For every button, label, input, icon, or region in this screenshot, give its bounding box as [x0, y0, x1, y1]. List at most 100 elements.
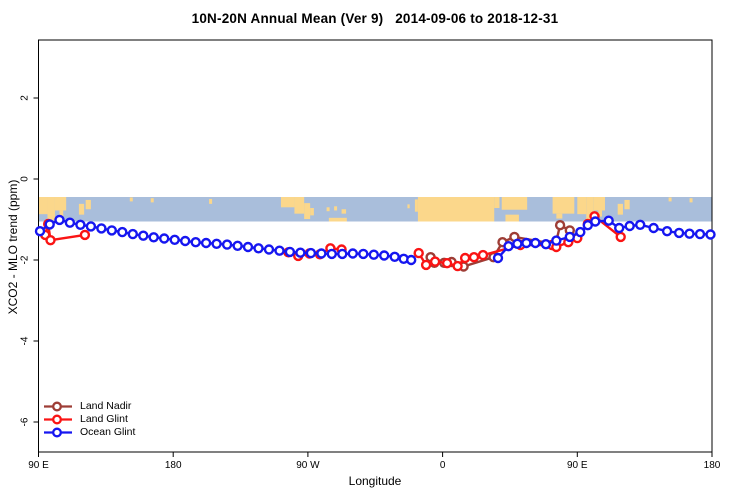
x-tick-label: 90 E [567, 460, 588, 471]
data-point-ocean-glint [200, 237, 212, 249]
x-tick-label: 180 [704, 460, 721, 471]
data-point-ocean-glint [326, 248, 337, 260]
x-tick-label: 90 W [296, 460, 320, 471]
data-point-ocean-glint [117, 226, 128, 238]
y-tick-label: -2 [20, 255, 31, 264]
map-band-land-patch [577, 197, 587, 215]
data-point-ocean-glint [316, 248, 327, 259]
map-band-land-patch [598, 210, 602, 217]
legend: Land Nadir Land Glint Ocean Glint [43, 400, 135, 439]
data-point-land-glint [429, 256, 441, 267]
data-point-ocean-glint [169, 234, 180, 246]
x-tick-label: 0 [440, 460, 446, 471]
legend-label: Ocean Glint [80, 426, 136, 438]
data-point-ocean-glint [575, 226, 586, 238]
data-point-land-glint [45, 234, 56, 246]
map-band-land-patch [310, 208, 314, 216]
map-band-land-patch [78, 203, 85, 215]
plot-border [38, 39, 713, 453]
y-tick-label: 2 [20, 95, 31, 101]
legend-item-land-glint: Land Glint [43, 413, 135, 426]
map-band-land-patch [304, 203, 311, 220]
ocean-glint-line-marker-icon [44, 427, 72, 438]
data-point-ocean-glint [661, 225, 673, 237]
legend-item-ocean-glint: Ocean Glint [43, 426, 135, 439]
map-band-land-patch [617, 203, 623, 215]
data-point-ocean-glint [673, 227, 685, 239]
map-band-land-patch [624, 199, 630, 210]
x-tick-label: 90 E [28, 460, 49, 471]
map-band-land-patch [417, 197, 495, 222]
data-point-ocean-glint [127, 228, 139, 240]
data-point-ocean-glint [232, 240, 243, 252]
data-point-ocean-glint [337, 248, 348, 260]
data-point-ocean-glint [85, 221, 97, 232]
map-band-land-patch [294, 197, 305, 214]
data-point-ocean-glint [44, 219, 55, 230]
map-band-land-patch [593, 197, 605, 211]
data-point-ocean-glint [694, 228, 706, 240]
map-band-land-patch [209, 198, 213, 204]
map-band-land-patch [280, 197, 295, 208]
y-axis-ticks: 2 0 -2 -4 -6 [20, 95, 39, 426]
data-point-ocean-glint [512, 238, 523, 250]
data-point-ocean-glint [75, 219, 86, 231]
y-tick-label: -4 [20, 336, 31, 345]
data-point-ocean-glint [684, 228, 695, 239]
data-point-ocean-glint [284, 246, 296, 258]
data-point-ocean-glint [635, 219, 646, 231]
map-band-land-patch [326, 207, 330, 212]
data-point-ocean-glint [603, 215, 614, 226]
map-band-land-patch [38, 197, 48, 215]
data-point-land-glint [441, 258, 453, 269]
data-point-ocean-glint [624, 220, 635, 232]
x-tick-label: 180 [165, 460, 182, 471]
data-point-ocean-glint [379, 250, 390, 261]
data-point-ocean-glint [106, 225, 118, 236]
data-point-ocean-glint [190, 236, 201, 248]
legend-item-land-nadir: Land Nadir [43, 400, 135, 413]
data-point-ocean-glint [648, 222, 659, 234]
land-nadir-line-marker-icon [44, 401, 72, 412]
data-point-ocean-glint [492, 252, 504, 264]
data-point-land-glint [452, 260, 463, 272]
data-point-ocean-glint [64, 217, 76, 228]
data-point-ocean-glint [305, 247, 317, 259]
data-point-ocean-glint [590, 216, 601, 227]
data-point-ocean-glint [253, 243, 264, 254]
data-point-ocean-glint [521, 237, 532, 249]
x-axis-ticks: 90 E 180 90 W 0 90 E 180 [28, 452, 721, 471]
data-point-ocean-glint [406, 254, 417, 266]
map-band-land-patch [494, 197, 500, 209]
data-point-ocean-glint [503, 240, 514, 252]
data-point-ocean-glint [274, 245, 285, 256]
map-band-land-patch [407, 204, 410, 209]
map-band-land-patch [59, 210, 64, 217]
data-point-ocean-glint [358, 248, 369, 260]
data-point-ocean-glint [530, 237, 541, 249]
data-point-ocean-glint [158, 233, 170, 244]
data-point-ocean-glint [242, 241, 254, 253]
data-point-land-glint [420, 259, 432, 271]
y-tick-label: -6 [20, 417, 31, 426]
data-point-ocean-glint [54, 214, 65, 226]
legend-label: Land Glint [80, 413, 128, 425]
data-point-ocean-glint [540, 238, 552, 250]
data-point-ocean-glint [368, 249, 379, 260]
map-band-land-patch [341, 209, 347, 214]
map-band-land-patch [129, 197, 133, 202]
map-band-land-patch [328, 217, 347, 222]
data-point-land-glint [468, 252, 480, 263]
map-band-land-patch [689, 198, 693, 203]
data-point-land-glint [413, 247, 424, 259]
data-point-land-nadir [554, 219, 566, 231]
data-point-ocean-glint [347, 248, 358, 259]
data-point-ocean-glint [179, 235, 191, 247]
map-band-land-patch [150, 198, 154, 203]
data-point-land-glint [459, 252, 471, 264]
map-band-land-patch [85, 199, 91, 210]
series-ocean-glint [34, 214, 716, 266]
map-band-land-patch [556, 213, 563, 219]
